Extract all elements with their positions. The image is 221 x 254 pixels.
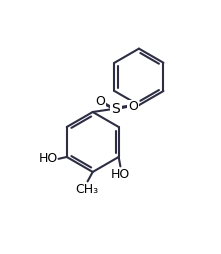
- Text: S: S: [111, 102, 120, 116]
- Text: HO: HO: [38, 152, 58, 165]
- Text: O: O: [95, 95, 105, 108]
- Text: HO: HO: [111, 168, 130, 181]
- Text: CH₃: CH₃: [75, 183, 98, 196]
- Text: O: O: [128, 100, 138, 113]
